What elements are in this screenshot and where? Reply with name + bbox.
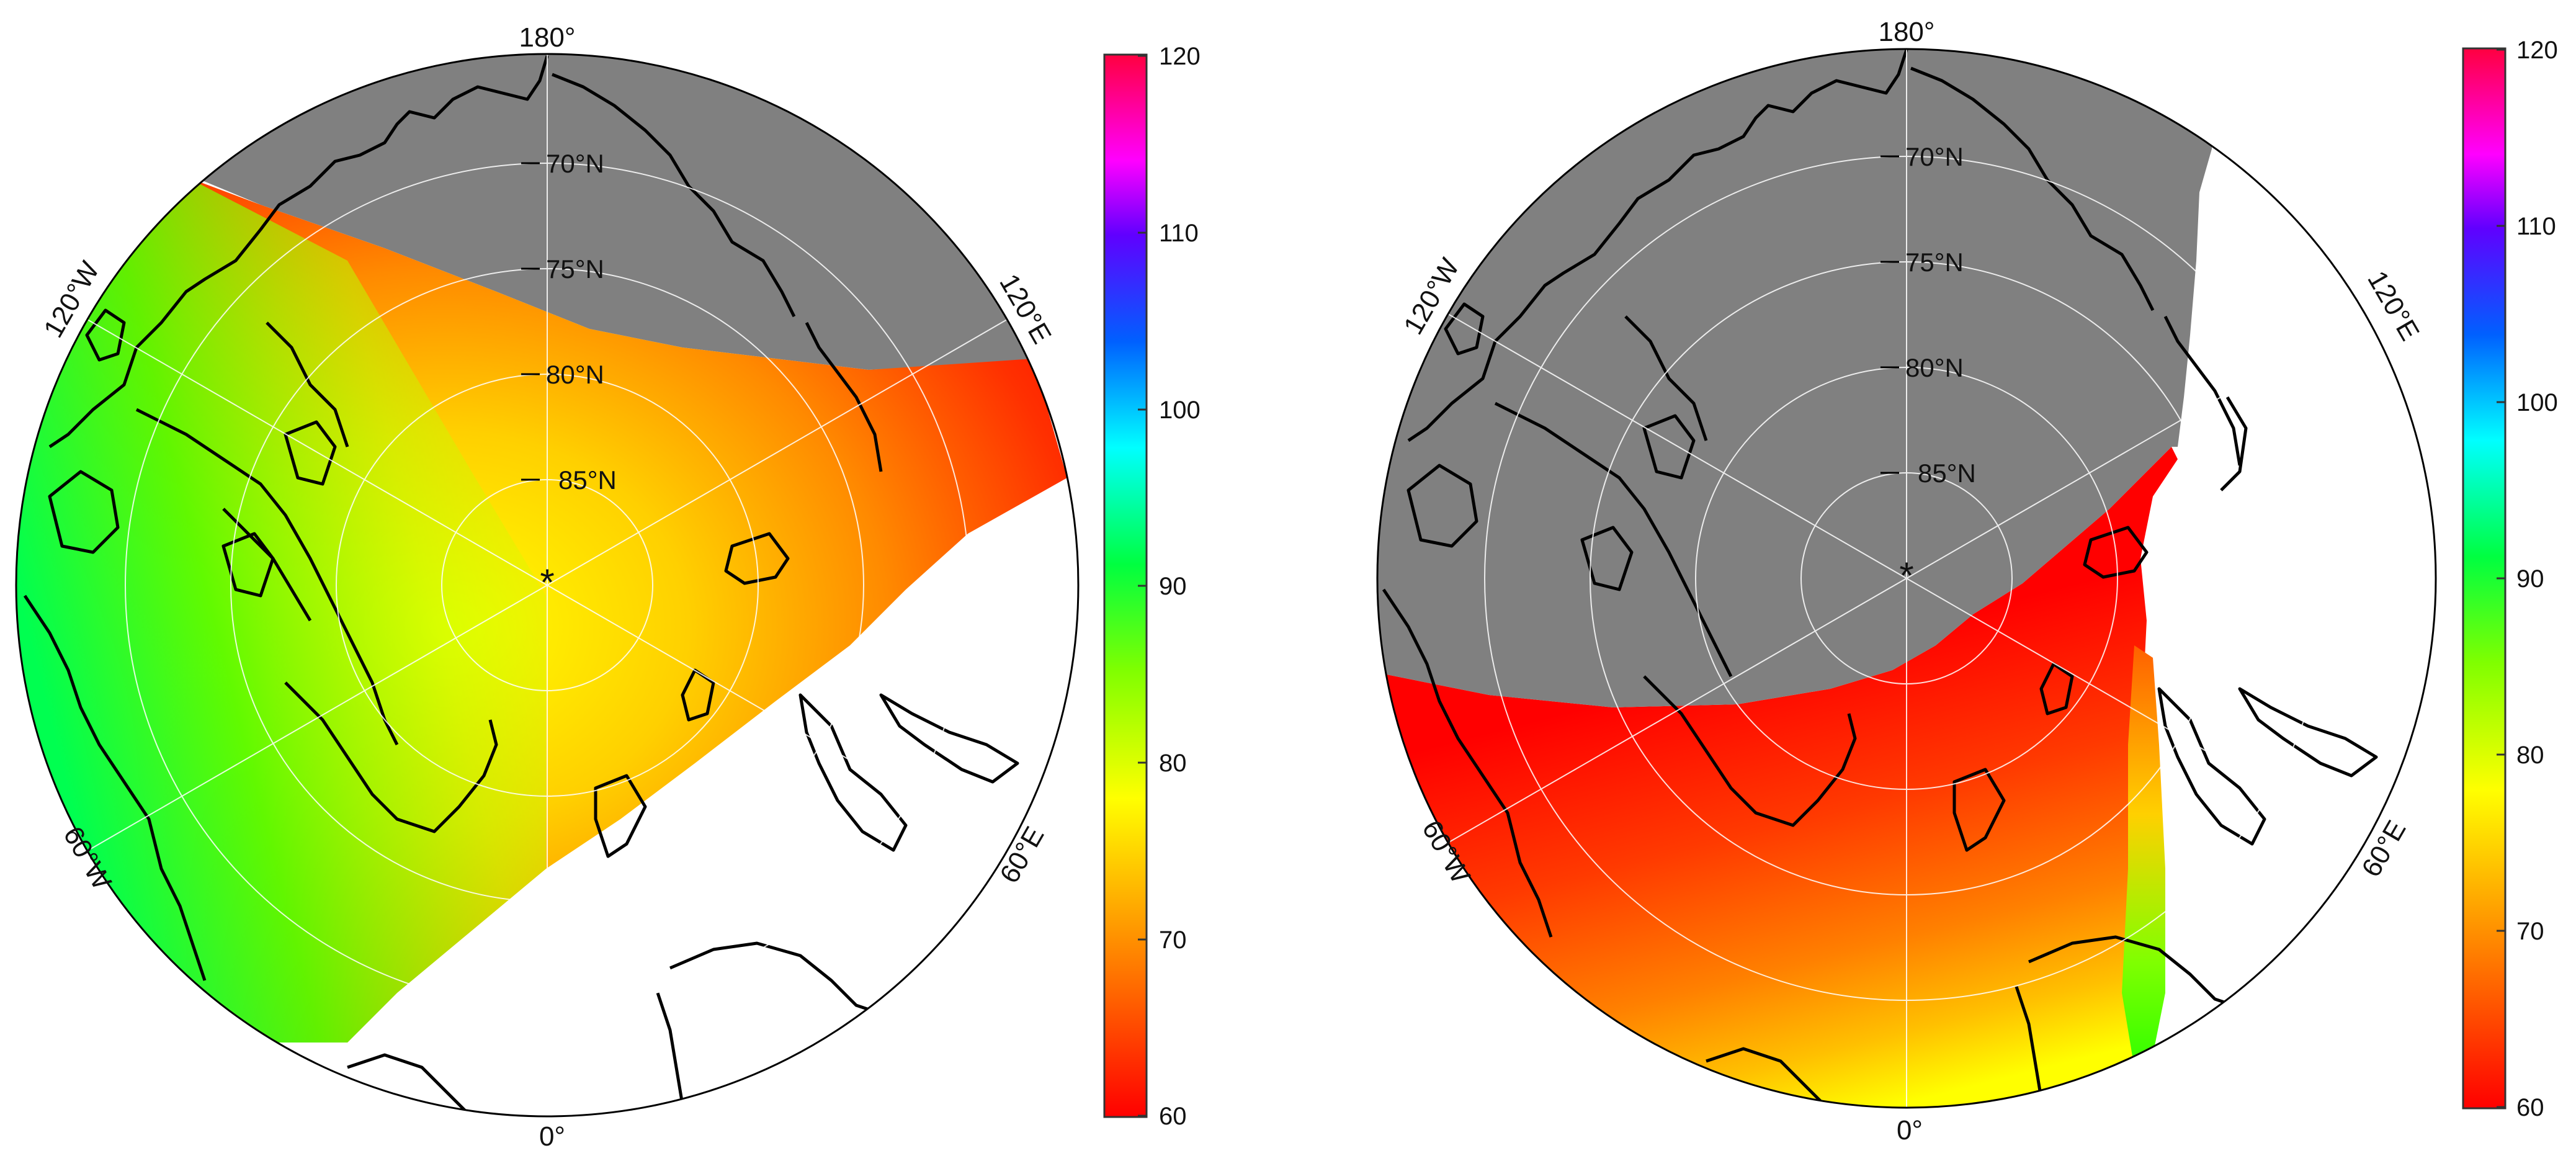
- right-data-field: [1377, 447, 2178, 1108]
- right-map-panel: 70°N 75°N 80°N 85°N * 180° 120°W 120°E 6…: [1376, 17, 2558, 1146]
- right-lat-label-70: 70°N: [1905, 142, 1964, 171]
- left-green-field: [16, 177, 546, 1043]
- right-lat-label-85: 85°N: [1918, 459, 1976, 488]
- left-colorbar: 120 110 100 90 80 70 60: [1103, 43, 1201, 1130]
- right-cbar-tick-60: 60: [2516, 1094, 2544, 1121]
- left-cbar-tick-110: 110: [1159, 220, 1199, 247]
- right-graticule: [1447, 49, 2366, 1108]
- left-pole-marker: *: [540, 562, 554, 603]
- left-cbar-tick-90: 90: [1159, 573, 1187, 600]
- right-lat-label-75: 75°N: [1905, 248, 1964, 277]
- left-lat-label-75: 75°N: [546, 254, 604, 284]
- left-graticule: [87, 54, 1008, 1116]
- left-map-frame: [15, 53, 1080, 1118]
- right-meridian-label-0: 0°: [1897, 1115, 1923, 1146]
- left-latitude-labels: 70°N 75°N 80°N 85°N: [521, 149, 617, 495]
- right-cbar-tick-110: 110: [2516, 213, 2556, 240]
- right-pole-marker: *: [1899, 555, 1913, 596]
- right-cbar-tick-100: 100: [2516, 389, 2558, 416]
- left-meridian-label-0: 0°: [539, 1121, 565, 1152]
- left-meridian-label-180: 180°: [519, 22, 575, 53]
- right-edge-strip: [2122, 645, 2165, 1067]
- right-latitude-labels: 70°N 75°N 80°N 85°N: [1881, 142, 1976, 488]
- left-coastlines: [23, 55, 1019, 1116]
- left-cbar-tick-70: 70: [1159, 926, 1187, 954]
- right-meridian-label-180: 180°: [1878, 17, 1934, 47]
- left-lat-label-70: 70°N: [546, 149, 604, 178]
- left-lat-label-80: 80°N: [546, 360, 604, 389]
- right-cbar-tick-70: 70: [2516, 918, 2544, 945]
- left-cbar-tick-100: 100: [1159, 397, 1201, 424]
- left-map-panel: 70°N 75°N 80°N 85°N * 180° 120°W 120°E 6…: [15, 22, 1201, 1152]
- right-cbar-tick-80: 80: [2516, 742, 2544, 769]
- left-cbar-tick-60: 60: [1159, 1103, 1187, 1130]
- right-cbar-tick-90: 90: [2516, 565, 2544, 593]
- right-lat-label-80: 80°N: [1905, 353, 1964, 382]
- right-map-frame: [1376, 48, 2437, 1109]
- left-cbar-tick-120: 120: [1159, 43, 1201, 70]
- left-cbar-tick-80: 80: [1159, 750, 1187, 777]
- right-cbar-tick-120: 120: [2516, 37, 2558, 64]
- right-colorbar: 120 110 100 90 80 70 60: [2462, 37, 2558, 1121]
- left-lat-label-85: 85°N: [558, 465, 617, 495]
